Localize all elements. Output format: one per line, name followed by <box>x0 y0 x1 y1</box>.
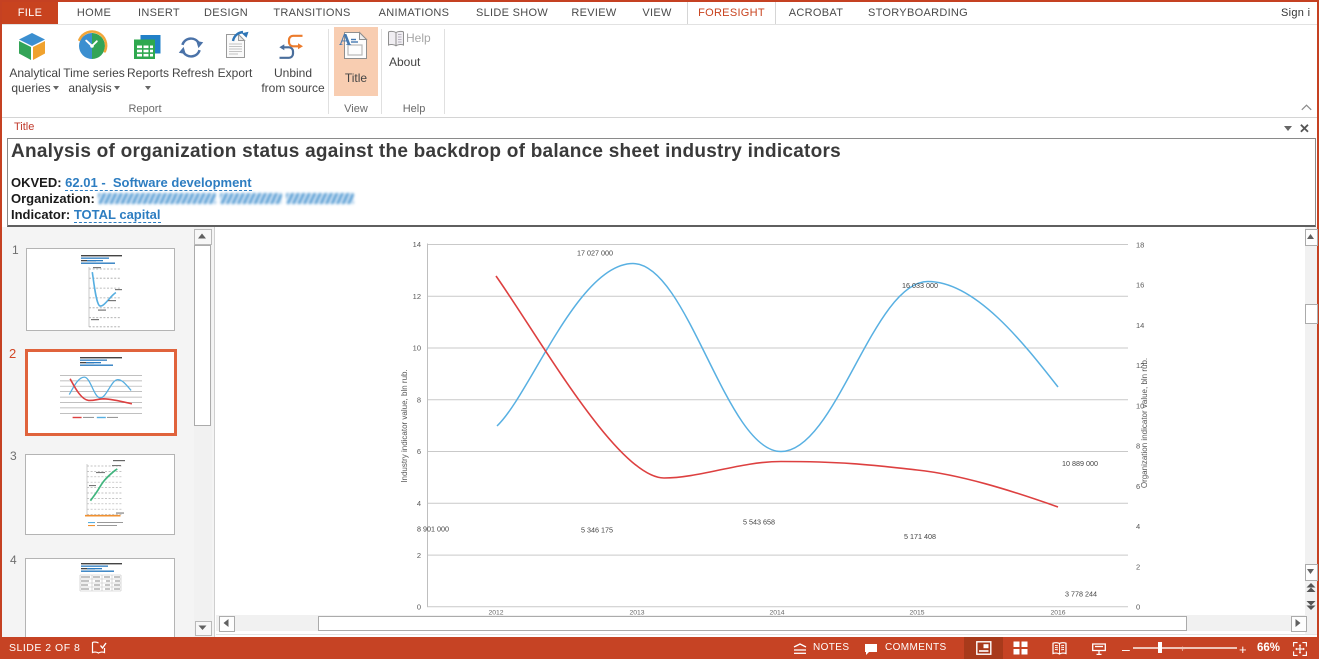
svg-text:5 171 408: 5 171 408 <box>904 532 936 541</box>
svg-text:2016: 2016 <box>1050 610 1065 616</box>
svg-text:14: 14 <box>1136 321 1144 330</box>
svg-text:12: 12 <box>1136 361 1144 370</box>
svg-text:Organization indicator value,: Organization indicator value, bln rub. <box>1140 358 1149 488</box>
svg-text:14: 14 <box>413 240 421 249</box>
svg-text:8 901 000: 8 901 000 <box>417 524 449 533</box>
svg-text:2013: 2013 <box>629 610 644 616</box>
svg-text:Industry indicator value, bln: Industry indicator value, bln rub. <box>400 369 409 482</box>
svg-text:18: 18 <box>1136 241 1144 250</box>
svg-text:16: 16 <box>1136 281 1144 290</box>
svg-text:2: 2 <box>1136 562 1140 571</box>
svg-text:6: 6 <box>1136 482 1140 491</box>
svg-text:0: 0 <box>1136 603 1140 612</box>
svg-text:10 889 000: 10 889 000 <box>1062 459 1098 468</box>
svg-text:6: 6 <box>417 447 421 456</box>
svg-text:16 033 000: 16 033 000 <box>902 281 938 290</box>
svg-text:2014: 2014 <box>769 610 784 616</box>
svg-text:17 027 000: 17 027 000 <box>577 248 613 257</box>
svg-text:5 346 175: 5 346 175 <box>581 526 613 535</box>
svg-text:2012: 2012 <box>488 610 503 616</box>
svg-text:5 543 658: 5 543 658 <box>743 517 775 526</box>
svg-text:10: 10 <box>1136 401 1144 410</box>
svg-text:2015: 2015 <box>909 610 924 616</box>
svg-text:4: 4 <box>1136 522 1140 531</box>
svg-text:10: 10 <box>413 344 421 353</box>
svg-text:A: A <box>339 30 352 49</box>
svg-text:2: 2 <box>417 551 421 560</box>
svg-text:4: 4 <box>417 499 421 508</box>
svg-text:8: 8 <box>417 396 421 405</box>
svg-text:8: 8 <box>1136 442 1140 451</box>
svg-text:3 778 244: 3 778 244 <box>1065 590 1097 599</box>
svg-text:0: 0 <box>417 603 421 612</box>
svg-text:12: 12 <box>413 292 421 301</box>
